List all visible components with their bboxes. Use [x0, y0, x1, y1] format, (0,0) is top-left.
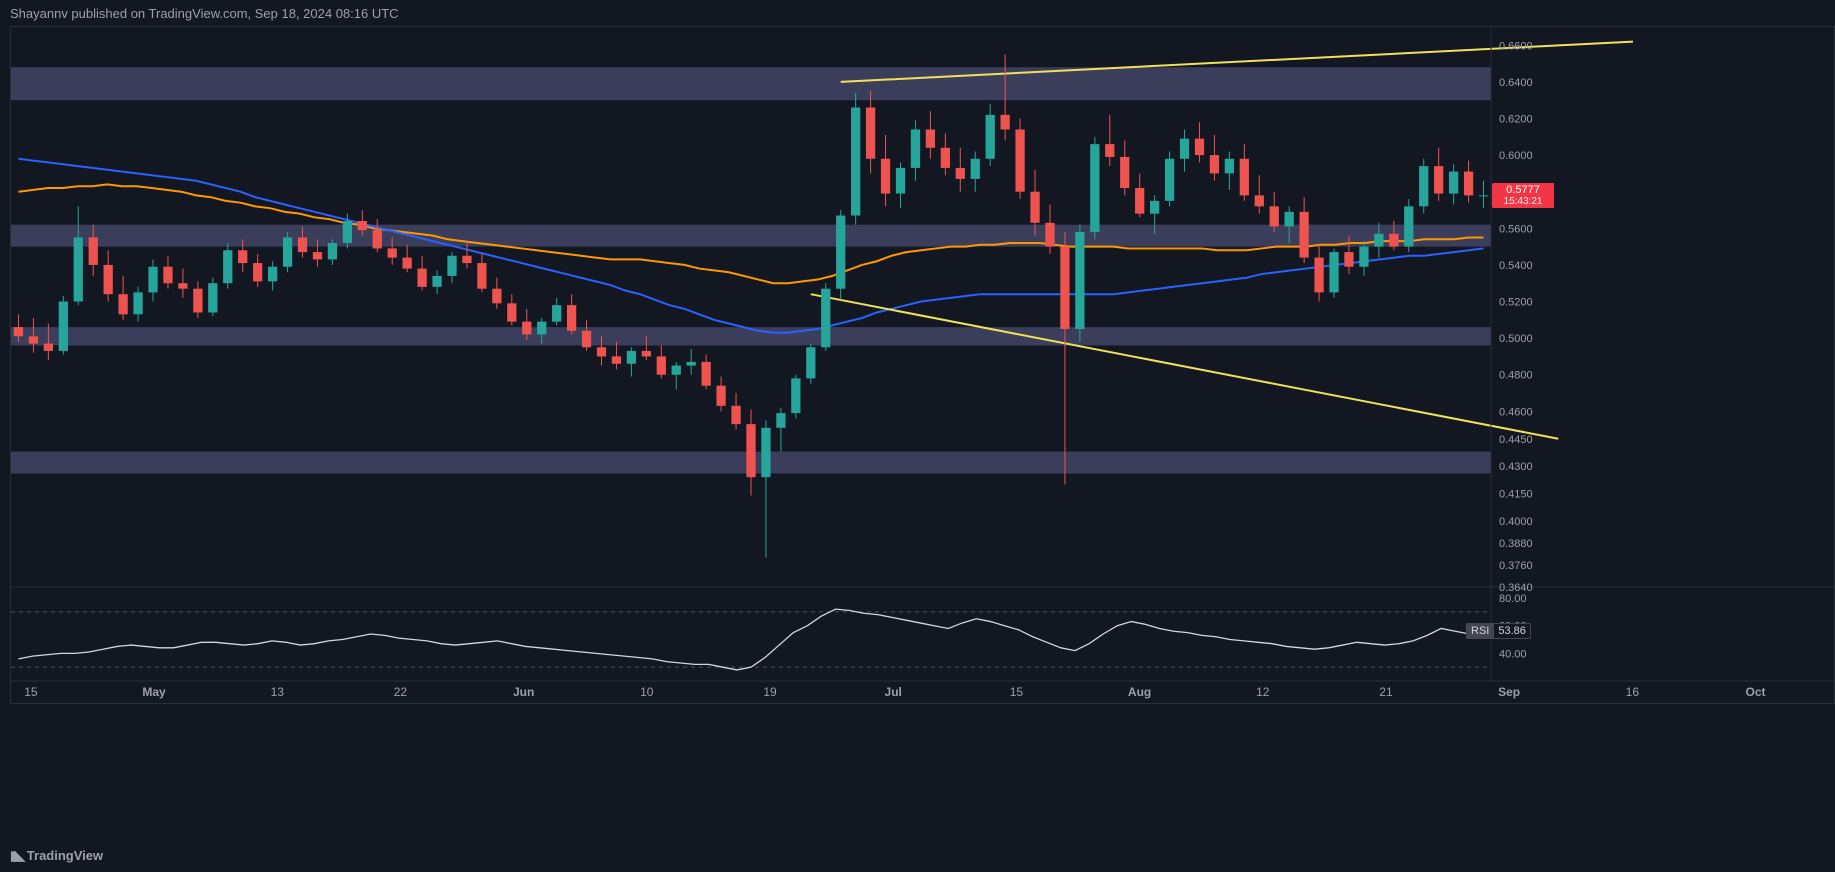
- svg-text:Aug: Aug: [1128, 685, 1151, 699]
- svg-text:0.4000: 0.4000: [1499, 516, 1533, 528]
- tradingview-icon: ▮◣: [10, 848, 23, 863]
- svg-text:0.3760: 0.3760: [1499, 560, 1533, 572]
- svg-text:0.4300: 0.4300: [1499, 461, 1533, 473]
- svg-text:0.4150: 0.4150: [1499, 489, 1533, 501]
- svg-text:Oct: Oct: [1746, 685, 1766, 699]
- svg-text:0.5400: 0.5400: [1499, 260, 1533, 272]
- svg-text:0.6000: 0.6000: [1499, 150, 1533, 162]
- countdown-value: 15:43:21: [1496, 196, 1550, 207]
- svg-text:May: May: [142, 685, 166, 699]
- svg-text:Jul: Jul: [885, 685, 902, 699]
- svg-text:15: 15: [1010, 685, 1024, 699]
- svg-text:16: 16: [1626, 685, 1640, 699]
- svg-text:Sep: Sep: [1498, 685, 1520, 699]
- svg-text:22: 22: [394, 685, 408, 699]
- svg-text:0.6200: 0.6200: [1499, 114, 1533, 126]
- svg-text:0.5000: 0.5000: [1499, 333, 1533, 345]
- svg-text:0.5600: 0.5600: [1499, 223, 1533, 235]
- svg-text:15: 15: [24, 685, 38, 699]
- svg-text:21: 21: [1379, 685, 1393, 699]
- chart-frame: 0.6600 0.6400 0.6200 0.6000 0.5777 0.5600 0.54…: [10, 26, 1835, 704]
- last-price-value: 0.5777: [1496, 184, 1550, 196]
- rsi-value-box: RSI53.86: [1466, 625, 1531, 637]
- svg-text:0.3880: 0.3880: [1499, 538, 1533, 550]
- svg-text:0.5200: 0.5200: [1499, 297, 1533, 309]
- publish-info: Shayannv published on TradingView.com, S…: [10, 6, 399, 21]
- svg-text:0.4450: 0.4450: [1499, 434, 1533, 446]
- brand-label: TradingView: [27, 848, 103, 863]
- svg-text:80.00: 80.00: [1499, 593, 1527, 605]
- svg-text:0.6600: 0.6600: [1499, 40, 1533, 52]
- svg-text:Jun: Jun: [513, 685, 534, 699]
- svg-text:0.4800: 0.4800: [1499, 370, 1533, 382]
- svg-text:13: 13: [271, 685, 285, 699]
- last-price-tag: 0.5777 15:43:21: [1492, 183, 1554, 208]
- svg-text:0.4600: 0.4600: [1499, 406, 1533, 418]
- svg-text:10: 10: [640, 685, 654, 699]
- svg-text:0.6400: 0.6400: [1499, 77, 1533, 89]
- svg-text:12: 12: [1256, 685, 1270, 699]
- rsi-value: 53.86: [1494, 623, 1531, 639]
- svg-text:19: 19: [763, 685, 777, 699]
- svg-text:40.00: 40.00: [1499, 648, 1527, 660]
- rsi-tag: RSI: [1466, 623, 1494, 639]
- brand-footer: ▮◣ TradingView: [10, 848, 103, 864]
